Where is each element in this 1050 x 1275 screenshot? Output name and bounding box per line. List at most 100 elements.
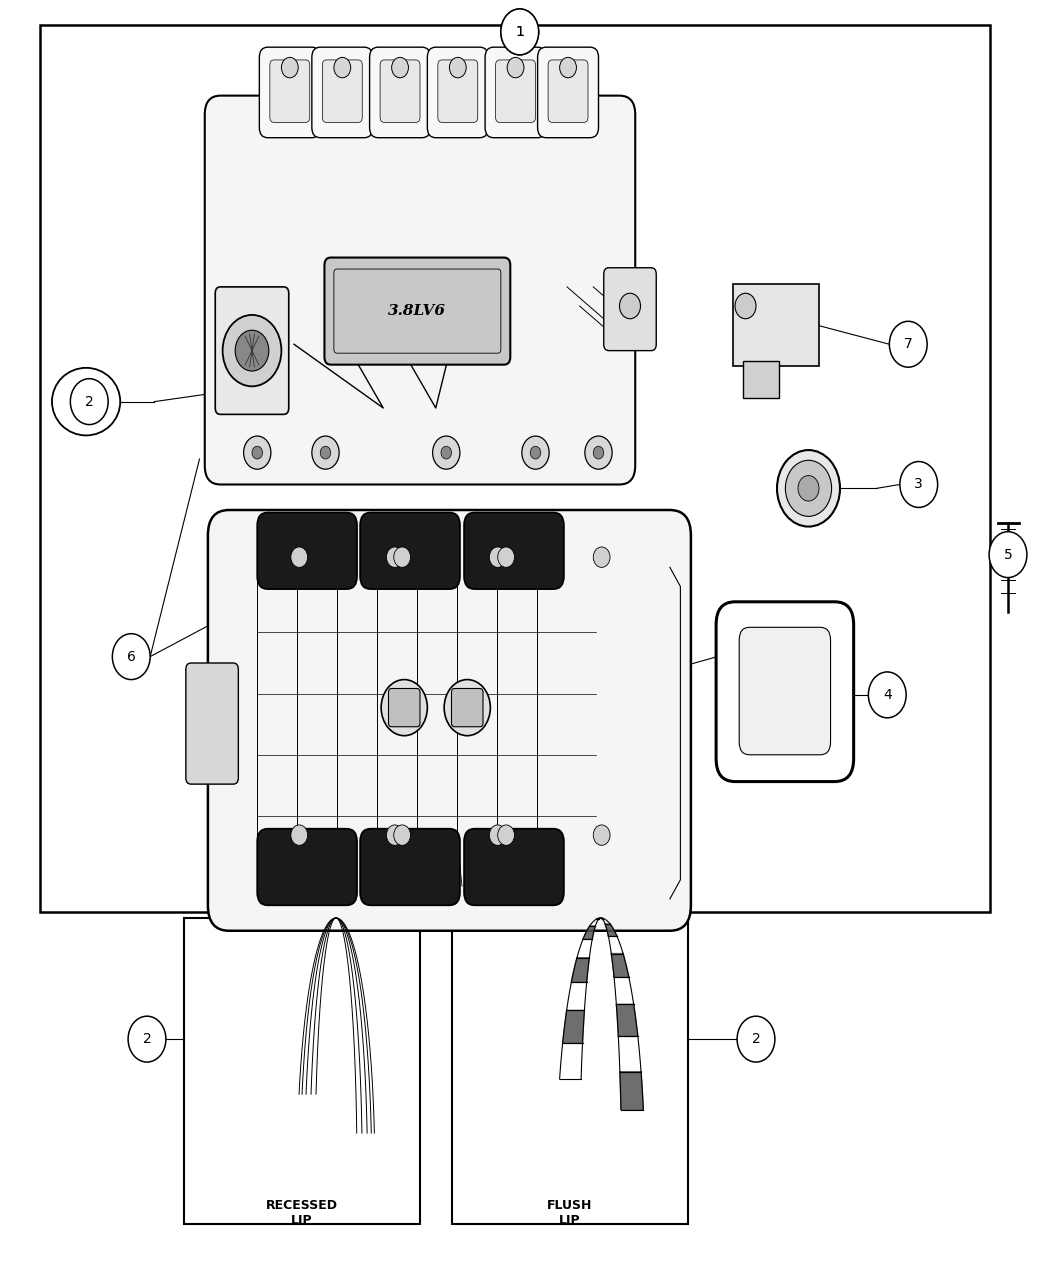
Circle shape <box>489 547 506 567</box>
FancyBboxPatch shape <box>312 47 373 138</box>
FancyBboxPatch shape <box>360 513 460 589</box>
Circle shape <box>507 57 524 78</box>
Circle shape <box>235 330 269 371</box>
Bar <box>184 918 420 1224</box>
Text: 2: 2 <box>143 1033 151 1045</box>
Circle shape <box>312 436 339 469</box>
Circle shape <box>530 446 541 459</box>
Bar <box>452 918 688 1224</box>
Circle shape <box>449 57 466 78</box>
FancyBboxPatch shape <box>186 663 238 784</box>
Circle shape <box>291 547 308 567</box>
Text: 6: 6 <box>127 650 135 663</box>
Circle shape <box>868 672 906 718</box>
Circle shape <box>522 436 549 469</box>
FancyBboxPatch shape <box>438 60 478 122</box>
FancyBboxPatch shape <box>604 268 656 351</box>
Text: 2: 2 <box>85 395 93 408</box>
Circle shape <box>112 634 150 680</box>
Polygon shape <box>616 1005 637 1037</box>
FancyBboxPatch shape <box>548 60 588 122</box>
Text: 3: 3 <box>915 478 923 491</box>
Circle shape <box>392 57 408 78</box>
Polygon shape <box>583 926 595 938</box>
Circle shape <box>386 825 403 845</box>
FancyBboxPatch shape <box>452 688 483 727</box>
Circle shape <box>381 680 427 736</box>
Circle shape <box>989 532 1027 578</box>
FancyBboxPatch shape <box>380 60 420 122</box>
Circle shape <box>900 462 938 507</box>
Polygon shape <box>611 954 629 977</box>
Text: 1: 1 <box>516 26 524 38</box>
FancyBboxPatch shape <box>464 513 564 589</box>
Circle shape <box>334 57 351 78</box>
Circle shape <box>489 825 506 845</box>
FancyBboxPatch shape <box>743 361 779 398</box>
Circle shape <box>252 446 262 459</box>
Circle shape <box>444 680 490 736</box>
FancyBboxPatch shape <box>324 258 510 365</box>
Polygon shape <box>571 958 589 982</box>
FancyBboxPatch shape <box>259 47 320 138</box>
Circle shape <box>798 476 819 501</box>
Circle shape <box>70 379 108 425</box>
Text: 7: 7 <box>904 338 912 351</box>
Text: 2: 2 <box>752 1033 760 1045</box>
Circle shape <box>501 9 539 55</box>
FancyBboxPatch shape <box>427 47 488 138</box>
Circle shape <box>593 547 610 567</box>
Circle shape <box>501 9 539 55</box>
Circle shape <box>735 293 756 319</box>
FancyBboxPatch shape <box>464 829 564 905</box>
Circle shape <box>394 547 411 567</box>
Text: 5: 5 <box>1004 548 1012 561</box>
FancyBboxPatch shape <box>205 96 635 484</box>
Circle shape <box>291 825 308 845</box>
Circle shape <box>244 436 271 469</box>
FancyBboxPatch shape <box>257 513 357 589</box>
FancyBboxPatch shape <box>739 627 831 755</box>
Circle shape <box>394 825 411 845</box>
Polygon shape <box>620 1072 644 1109</box>
Circle shape <box>498 825 514 845</box>
FancyBboxPatch shape <box>360 829 460 905</box>
FancyBboxPatch shape <box>208 510 691 931</box>
FancyBboxPatch shape <box>716 602 854 782</box>
Circle shape <box>777 450 840 527</box>
Circle shape <box>889 321 927 367</box>
FancyBboxPatch shape <box>485 47 546 138</box>
Text: 1: 1 <box>516 26 524 38</box>
Text: RECESSED
LIP: RECESSED LIP <box>266 1198 338 1227</box>
Polygon shape <box>563 1011 585 1043</box>
Circle shape <box>128 1016 166 1062</box>
FancyBboxPatch shape <box>496 60 536 122</box>
FancyBboxPatch shape <box>215 287 289 414</box>
Circle shape <box>785 460 832 516</box>
FancyBboxPatch shape <box>538 47 598 138</box>
Circle shape <box>320 446 331 459</box>
Circle shape <box>433 436 460 469</box>
FancyBboxPatch shape <box>257 829 357 905</box>
Text: 4: 4 <box>883 688 891 701</box>
Text: 3.8LV6: 3.8LV6 <box>388 305 446 317</box>
Circle shape <box>441 446 452 459</box>
FancyBboxPatch shape <box>270 60 310 122</box>
FancyBboxPatch shape <box>322 60 362 122</box>
Polygon shape <box>605 924 616 936</box>
FancyBboxPatch shape <box>388 688 420 727</box>
Circle shape <box>585 436 612 469</box>
FancyBboxPatch shape <box>733 284 819 366</box>
Circle shape <box>593 446 604 459</box>
Text: FLUSH
LIP: FLUSH LIP <box>547 1198 592 1227</box>
Circle shape <box>593 825 610 845</box>
Circle shape <box>737 1016 775 1062</box>
Circle shape <box>223 315 281 386</box>
Circle shape <box>281 57 298 78</box>
Circle shape <box>498 547 514 567</box>
Circle shape <box>620 293 640 319</box>
FancyBboxPatch shape <box>370 47 430 138</box>
Circle shape <box>560 57 576 78</box>
Ellipse shape <box>52 367 120 435</box>
Bar <box>40 26 990 912</box>
